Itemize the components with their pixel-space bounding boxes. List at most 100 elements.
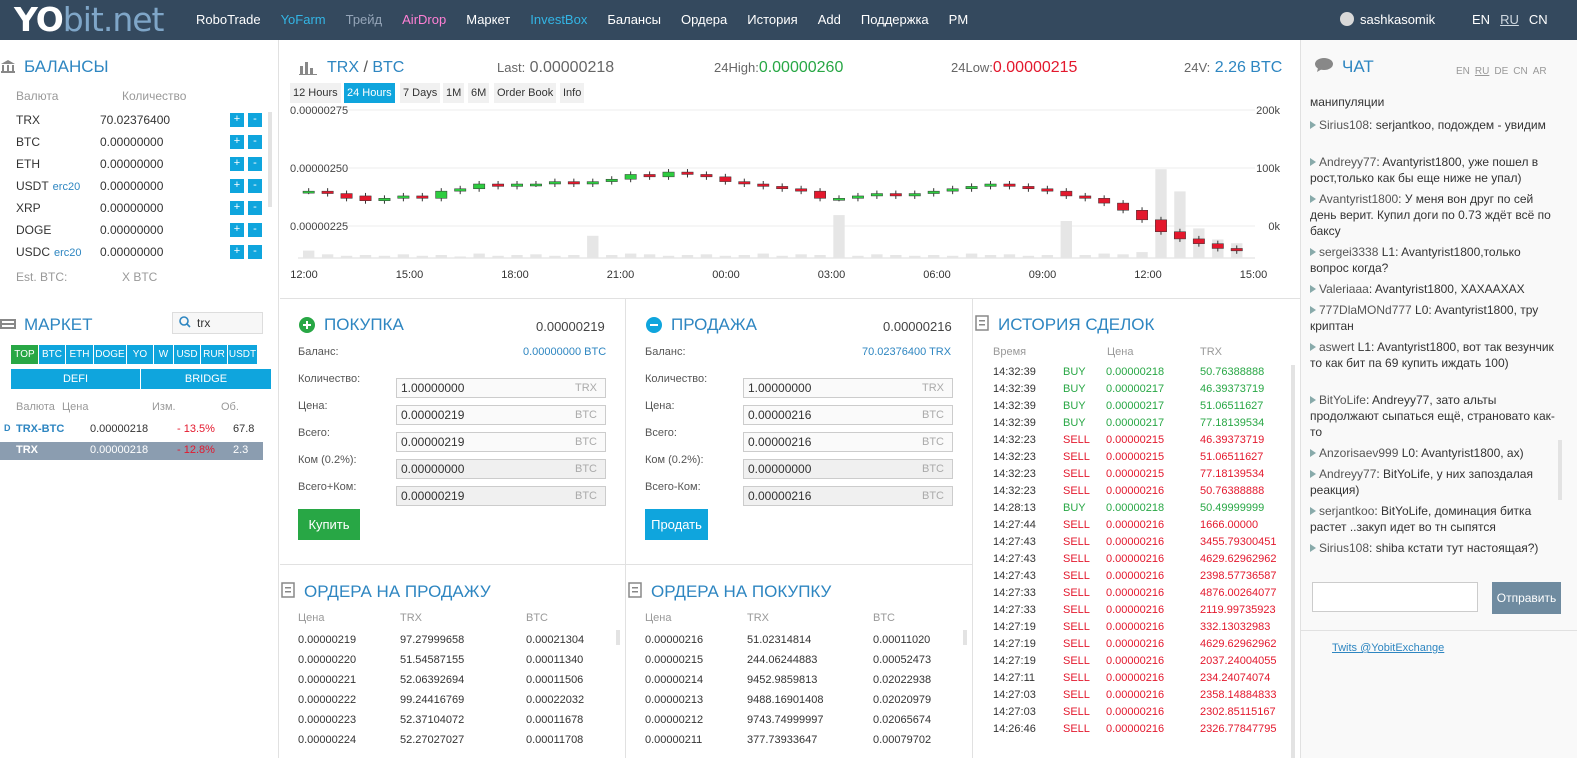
nav-item-6[interactable]: Балансы bbox=[607, 12, 661, 27]
chat-username[interactable]: BitYoLife bbox=[1319, 393, 1366, 407]
tab-defi[interactable]: DEFI bbox=[11, 369, 140, 389]
market-tab-usdt[interactable]: USDT bbox=[228, 345, 257, 364]
chat-lang-ar[interactable]: AR bbox=[1532, 66, 1547, 77]
order-cell[interactable]: 0.02065674 bbox=[873, 714, 932, 726]
chart-range-tab[interactable]: Order Book bbox=[494, 83, 557, 103]
market-tab-rur[interactable]: RUR bbox=[201, 345, 227, 364]
chat-username[interactable]: sergei3338 bbox=[1319, 245, 1379, 259]
chart-range-tab[interactable]: 24 Hours bbox=[344, 83, 395, 103]
withdraw-button[interactable]: - bbox=[248, 113, 262, 127]
chart-range-tab[interactable]: 6M bbox=[468, 83, 490, 103]
chat-username[interactable]: Anzorisaev999 bbox=[1319, 446, 1399, 460]
market-search-input[interactable]: trx bbox=[172, 312, 263, 334]
deposit-button[interactable]: + bbox=[230, 179, 244, 193]
sell-field-input[interactable]: 0.00000216 BTC bbox=[743, 405, 953, 425]
balance-currency[interactable]: TRX bbox=[16, 113, 40, 127]
user-menu[interactable]: sashkasomik bbox=[1340, 0, 1435, 40]
market-tab-usd[interactable]: USD bbox=[174, 345, 200, 364]
chart-range-tab[interactable]: 7 Days bbox=[400, 83, 441, 103]
chat-username[interactable]: Andreyy77 bbox=[1319, 155, 1377, 169]
history-scrollbar[interactable] bbox=[1291, 365, 1295, 758]
chat-message-input[interactable] bbox=[1312, 582, 1478, 612]
deposit-button[interactable]: + bbox=[230, 157, 244, 171]
sell-field-input[interactable]: 0.00000000 BTC bbox=[743, 459, 953, 479]
withdraw-button[interactable]: - bbox=[248, 245, 262, 259]
chat-username[interactable]: Sirius108 bbox=[1319, 118, 1370, 132]
market-tab-yo[interactable]: YO bbox=[127, 345, 153, 364]
sell-orders-scrollbar[interactable] bbox=[616, 630, 620, 645]
balance-currency[interactable]: ETH bbox=[16, 157, 40, 171]
order-cell[interactable]: 9743.74999997 bbox=[747, 714, 824, 726]
nav-item-4[interactable]: Маркет bbox=[466, 12, 511, 27]
withdraw-button[interactable]: - bbox=[248, 179, 262, 193]
chart-range-tab[interactable]: Info bbox=[560, 83, 585, 103]
chat-lang-de[interactable]: DE bbox=[1494, 66, 1509, 77]
buy-field-input[interactable]: 1.00000000 TRX bbox=[396, 378, 606, 398]
market-row[interactable]: TRX 0.00000218 - 12.8% 2.3 bbox=[0, 442, 263, 460]
order-cell[interactable]: 51.54587155 bbox=[400, 654, 465, 666]
order-cell[interactable]: 52.06392694 bbox=[400, 674, 465, 686]
order-cell[interactable]: 99.24416769 bbox=[400, 694, 465, 706]
market-tab-top[interactable]: TOP bbox=[11, 345, 38, 364]
chat-username[interactable]: Avantyrist1800 bbox=[1319, 192, 1399, 206]
twits-link[interactable]: Twits @YobitExchange bbox=[1332, 642, 1445, 654]
balances-scrollbar[interactable] bbox=[268, 112, 272, 207]
deposit-button[interactable]: + bbox=[230, 223, 244, 237]
buy-field-input[interactable]: 0.00000219 BTC bbox=[396, 405, 606, 425]
sell-field-input[interactable]: 1.00000000 TRX bbox=[743, 378, 953, 398]
sell-field-input[interactable]: 0.00000216 BTC bbox=[743, 486, 953, 506]
nav-item-5[interactable]: InvestBox bbox=[530, 12, 588, 27]
order-cell[interactable]: 0.00079702 bbox=[873, 734, 932, 746]
order-cell[interactable]: 0.00000215 bbox=[645, 654, 704, 666]
deposit-button[interactable]: + bbox=[230, 245, 244, 259]
buy-field-input[interactable]: 0.00000219 BTC bbox=[396, 486, 606, 506]
order-cell[interactable]: 0.00000220 bbox=[298, 654, 357, 666]
deposit-button[interactable]: + bbox=[230, 113, 244, 127]
order-cell[interactable]: 97.27999658 bbox=[400, 634, 465, 646]
nav-item-9[interactable]: Add bbox=[817, 12, 841, 27]
order-cell[interactable]: 0.00000222 bbox=[298, 694, 357, 706]
order-cell[interactable]: 0.00011340 bbox=[526, 654, 584, 666]
order-cell[interactable]: 0.00000212 bbox=[645, 714, 704, 726]
order-cell[interactable]: 0.02022938 bbox=[873, 674, 932, 686]
sell-button[interactable]: Продать bbox=[645, 509, 708, 540]
market-tab-eth[interactable]: ETH bbox=[66, 345, 93, 364]
order-cell[interactable]: 9488.16901408 bbox=[747, 694, 824, 706]
order-cell[interactable]: 0.02020979 bbox=[873, 694, 932, 706]
nav-item-10[interactable]: Поддержка bbox=[860, 12, 929, 27]
nav-item-11[interactable]: PM bbox=[948, 12, 969, 27]
balance-currency[interactable]: XRP bbox=[16, 201, 41, 215]
chat-username[interactable]: aswert bbox=[1319, 340, 1355, 354]
deposit-button[interactable]: + bbox=[230, 135, 244, 149]
market-tab-btc[interactable]: BTC bbox=[39, 345, 65, 364]
nav-item-7[interactable]: Ордера bbox=[680, 12, 728, 27]
order-cell[interactable]: 52.27027027 bbox=[400, 734, 465, 746]
market-tab-doge[interactable]: DOGE bbox=[94, 345, 126, 364]
buy-field-input[interactable]: 0.00000000 BTC bbox=[396, 459, 606, 479]
chat-lang-ru[interactable]: RU bbox=[1474, 66, 1490, 77]
buy-best-price[interactable]: 0.00000219 bbox=[536, 319, 605, 334]
tab-bridge[interactable]: BRIDGE bbox=[141, 369, 271, 389]
chart-range-tab[interactable]: 1M bbox=[443, 83, 465, 103]
buy-balance-value[interactable]: 0.00000000 BTC bbox=[523, 346, 607, 358]
order-cell[interactable]: 51.02314814 bbox=[747, 634, 812, 646]
deposit-button[interactable]: + bbox=[230, 201, 244, 215]
buy-orders-scrollbar[interactable] bbox=[963, 630, 967, 645]
chat-scrollbar[interactable] bbox=[1558, 440, 1562, 500]
chat-send-button[interactable]: Отправить bbox=[1492, 582, 1561, 614]
nav-item-1[interactable]: YoFarm bbox=[280, 12, 326, 27]
buy-field-input[interactable]: 0.00000219 BTC bbox=[396, 432, 606, 452]
order-cell[interactable]: 244.06244883 bbox=[747, 654, 818, 666]
chat-username[interactable]: Valeriaaa bbox=[1319, 282, 1369, 296]
order-cell[interactable]: 0.00011020 bbox=[873, 634, 931, 646]
sell-balance-value[interactable]: 70.02376400 TRX bbox=[862, 346, 952, 358]
order-cell[interactable]: 0.00021304 bbox=[526, 634, 585, 646]
username[interactable]: sashkasomik bbox=[1360, 12, 1436, 27]
order-cell[interactable]: 0.00000213 bbox=[645, 694, 704, 706]
order-cell[interactable]: 52.37104072 bbox=[400, 714, 465, 726]
withdraw-button[interactable]: - bbox=[248, 135, 262, 149]
chat-lang-cn[interactable]: CN bbox=[1513, 66, 1528, 77]
order-cell[interactable]: 0.00000214 bbox=[645, 674, 704, 686]
nav-item-8[interactable]: История bbox=[747, 12, 798, 27]
chat-lang-en[interactable]: EN bbox=[1456, 66, 1470, 77]
